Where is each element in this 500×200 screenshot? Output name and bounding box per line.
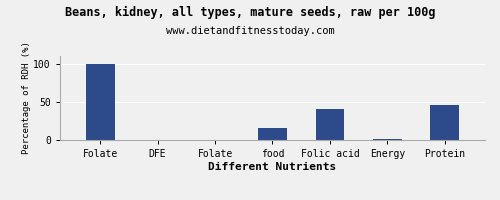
Bar [430,105,459,140]
Bar [258,128,287,140]
Bar [373,139,402,140]
Y-axis label: Percentage of RDH (%): Percentage of RDH (%) [22,42,30,154]
Bar [316,109,344,140]
Text: Beans, kidney, all types, mature seeds, raw per 100g: Beans, kidney, all types, mature seeds, … [65,6,435,19]
Bar [86,64,115,140]
X-axis label: Different Nutrients: Different Nutrients [208,162,336,172]
Text: www.dietandfitnesstoday.com: www.dietandfitnesstoday.com [166,26,334,36]
